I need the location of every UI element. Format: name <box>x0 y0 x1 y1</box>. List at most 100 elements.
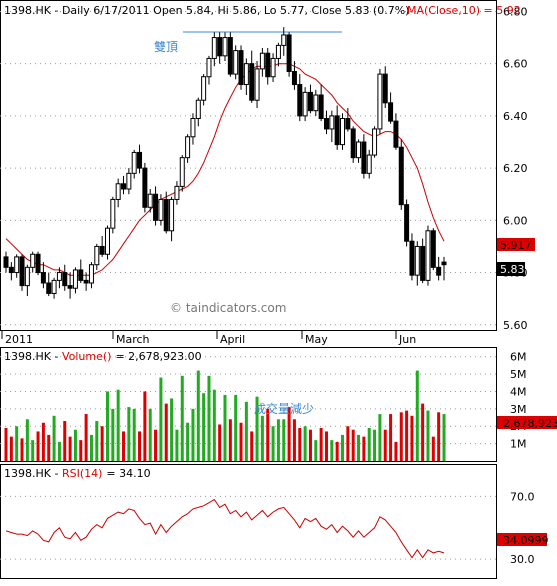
ma-legend-text: MA(Close,10) = 5.92 <box>407 4 521 17</box>
candle-body-0 <box>3 256 9 268</box>
price-tick-label-0: 6.80 <box>503 5 528 18</box>
candle-67 <box>361 134 367 179</box>
rsi-line <box>5 498 445 559</box>
volume-bar-27 <box>148 408 152 461</box>
candle-body-15 <box>83 279 89 284</box>
candle-body-66 <box>356 141 362 159</box>
candle-body-71 <box>382 73 388 104</box>
candle-28 <box>153 186 159 226</box>
volume-pane: 6M5M4M3M2M1M 1398.HK - Volume()= 2,678,9… <box>0 347 557 462</box>
volume-bar-7 <box>41 422 45 461</box>
volume-bar-6 <box>36 431 40 461</box>
candle-body-37 <box>201 76 207 101</box>
candle-body-20 <box>110 198 116 229</box>
candle-body-35 <box>190 118 196 138</box>
candle-body-64 <box>345 118 351 130</box>
candle-body-69 <box>372 128 378 156</box>
candle-49 <box>265 48 271 85</box>
volume-bar-69 <box>373 429 377 461</box>
price-pane: 6.806.606.406.206.005.805.60 © taindicat… <box>0 0 535 346</box>
candle-30 <box>163 191 169 234</box>
candle-63 <box>340 113 346 150</box>
volume-bar-66 <box>357 434 361 461</box>
volume-bar-41 <box>223 394 227 461</box>
volume-bar-24 <box>132 408 136 461</box>
candle-72 <box>388 92 394 124</box>
volume-bar-64 <box>346 426 350 461</box>
volume-bar-31 <box>170 398 174 461</box>
candle-38 <box>206 55 212 85</box>
volume-bar-21 <box>116 389 120 461</box>
volume-bar-9 <box>52 415 56 461</box>
volume-title: 1398.HK - Volume() = 2,678,923.00 <box>4 350 202 363</box>
candle-33 <box>179 155 185 192</box>
close-last-label-bg <box>497 262 525 276</box>
candle-body-51 <box>275 44 281 59</box>
volume-bar-18 <box>100 426 104 461</box>
candle-46 <box>249 50 255 103</box>
candle-71 <box>382 66 388 109</box>
candle-53 <box>286 32 292 77</box>
volume-bar-55 <box>298 427 302 461</box>
candle-7 <box>40 262 46 289</box>
candle-58 <box>313 89 319 116</box>
candle-body-10 <box>56 272 62 281</box>
candle-body-4 <box>24 266 30 287</box>
volume-bar-58 <box>314 440 318 461</box>
price-tick-label-4: 6.00 <box>503 214 528 227</box>
candle-body-18 <box>99 245 105 255</box>
rsi-legend-value: = 34.10 <box>106 467 150 480</box>
candle-body-6 <box>35 253 41 274</box>
rsi-tick-label-0: 70.0 <box>510 490 535 503</box>
candle-body-67 <box>361 141 367 174</box>
candle-18 <box>99 236 105 257</box>
candle-24 <box>131 149 137 179</box>
candle-body-63 <box>340 118 346 146</box>
candle-body-29 <box>158 198 164 221</box>
candle-25 <box>137 144 143 174</box>
volume-annotation: 成交量減少 <box>254 401 314 416</box>
candle-12 <box>67 272 73 299</box>
candle-4 <box>24 264 30 297</box>
candle-22 <box>121 175 127 195</box>
candle-19 <box>104 225 110 260</box>
volume-bar-12 <box>68 436 72 461</box>
volume-bar-68 <box>367 427 371 461</box>
candle-body-53 <box>286 34 292 72</box>
volume-bar-79 <box>426 410 430 461</box>
volume-bar-35 <box>191 408 195 461</box>
candle-body-57 <box>307 91 313 112</box>
candle-21 <box>115 178 121 208</box>
price-tick-label-1: 6.60 <box>503 58 528 71</box>
candle-73 <box>393 113 399 150</box>
candle-body-36 <box>195 99 201 119</box>
volume-bar-63 <box>341 434 345 461</box>
volume-bar-4 <box>25 419 29 461</box>
candle-body-27 <box>147 193 153 208</box>
ma-last-label: 5.917 <box>497 238 535 252</box>
candle-body-12 <box>67 285 73 289</box>
candle-9 <box>51 277 57 299</box>
candles-group <box>3 27 447 299</box>
volume-bar-45 <box>244 401 248 461</box>
candle-body-54 <box>291 71 297 86</box>
candle-body-62 <box>334 115 340 146</box>
ma-last-label-text: 5.917 <box>500 239 532 252</box>
volume-y-axis: 6M5M4M3M2M1M <box>510 351 527 451</box>
candle-32 <box>174 181 180 205</box>
watermark: © taindicators.com <box>170 301 286 315</box>
volume-bar-14 <box>79 440 83 461</box>
candle-42 <box>227 32 233 77</box>
volume-bar-15 <box>84 414 88 461</box>
candle-34 <box>185 134 191 163</box>
candle-body-32 <box>174 185 180 200</box>
volume-bar-43 <box>234 394 238 461</box>
volume-bar-51 <box>276 419 280 461</box>
candle-57 <box>307 84 313 114</box>
volume-bar-72 <box>389 414 393 461</box>
candle-48 <box>259 48 265 77</box>
candle-body-19 <box>104 227 110 255</box>
volume-bar-1 <box>9 436 13 461</box>
